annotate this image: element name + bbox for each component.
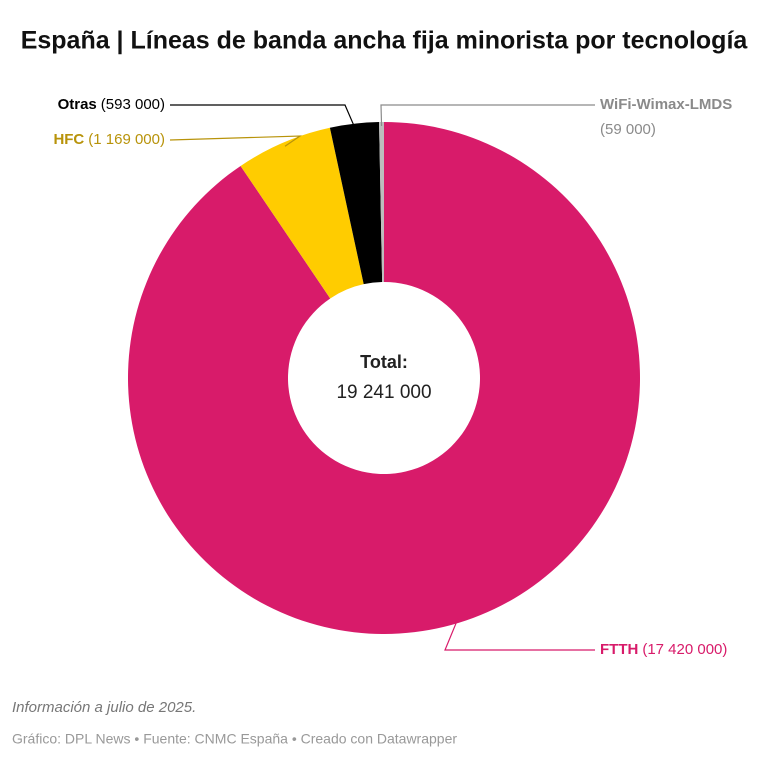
segment-name: Otras [58, 96, 97, 113]
segment-label: WiFi-Wimax-LMDS [600, 96, 732, 113]
chart-title: España | Líneas de banda ancha fija mino… [21, 27, 749, 55]
donut-segment [240, 127, 364, 299]
leader-line [170, 104, 356, 128]
center-title: Total: [360, 352, 408, 372]
segment-value-label: (593 000) [101, 96, 165, 113]
segment-value-label: (17 420 000) [642, 641, 727, 658]
donut-segment [329, 122, 383, 285]
leader-line [444, 618, 595, 651]
donut-segment [128, 122, 641, 635]
leader-line [169, 135, 303, 147]
segment-name: WiFi-Wimax-LMDS [600, 96, 732, 113]
segment-value-label: (1 169 000) [88, 131, 165, 148]
donut-segment [379, 122, 384, 283]
segment-value-label: (59 000) [600, 121, 656, 138]
segment-label: HFC (1 169 000) [53, 131, 165, 148]
footer: Gráfico: DPL News • Fuente: CNMC España … [12, 731, 457, 747]
leader-line [380, 104, 595, 127]
segment-label: FTTH (17 420 000) [600, 641, 727, 658]
segment-name: HFC [53, 131, 84, 148]
segment-label: Otras (593 000) [58, 96, 165, 113]
center-value: 19 241 000 [336, 382, 431, 403]
segment-name: FTTH [600, 641, 638, 658]
note: Información a julio de 2025. [12, 699, 196, 716]
